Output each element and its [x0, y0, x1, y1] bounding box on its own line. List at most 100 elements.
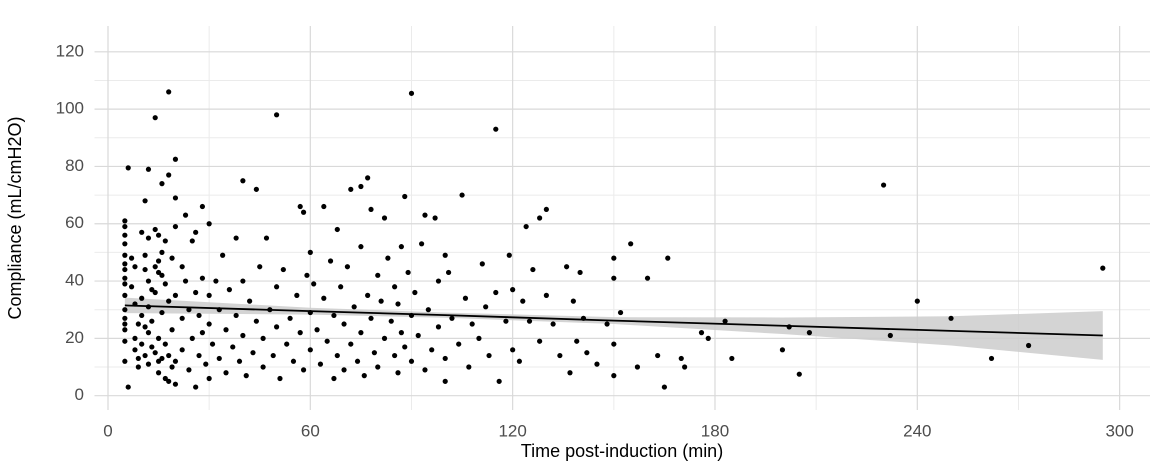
point [297, 330, 303, 336]
point [233, 235, 239, 241]
point [442, 252, 448, 258]
point [880, 182, 887, 188]
point [405, 269, 411, 276]
point [506, 252, 512, 258]
point [462, 295, 469, 301]
point [250, 350, 256, 356]
point [432, 215, 438, 221]
point [149, 318, 155, 324]
point [226, 287, 232, 293]
point [132, 347, 138, 353]
point [574, 338, 580, 344]
point [483, 304, 489, 310]
point [402, 193, 408, 200]
point [142, 266, 148, 273]
point [125, 384, 131, 390]
point [169, 255, 175, 261]
point [402, 344, 408, 350]
point [166, 298, 172, 304]
point [341, 321, 347, 327]
point [381, 215, 388, 221]
point [520, 298, 526, 304]
point [135, 364, 141, 370]
point [122, 232, 128, 238]
point [496, 378, 502, 384]
fit-line [124, 304, 1103, 337]
point [331, 312, 337, 319]
y-tick-label: 0 [75, 385, 84, 404]
y-axis-title: Compliance (mL/cmH2O) [5, 116, 25, 319]
point [206, 321, 212, 327]
point [209, 341, 216, 347]
point [584, 350, 590, 356]
point [145, 330, 152, 336]
point [186, 307, 192, 313]
point [466, 364, 472, 370]
point [503, 318, 509, 324]
point [122, 275, 128, 281]
point [435, 278, 442, 284]
point [142, 324, 148, 330]
point [159, 309, 165, 316]
point [914, 298, 920, 304]
point [240, 178, 246, 184]
point [398, 244, 404, 250]
point [203, 361, 209, 367]
point [526, 318, 533, 324]
point [172, 223, 179, 230]
x-tick-label: 240 [903, 421, 931, 440]
point [392, 284, 398, 290]
point [159, 272, 165, 278]
point [257, 264, 263, 270]
point [277, 375, 283, 382]
point [365, 175, 371, 181]
point [139, 229, 145, 235]
point [354, 358, 361, 364]
point [220, 252, 226, 258]
point [145, 278, 152, 284]
point [408, 90, 415, 96]
point [122, 358, 128, 364]
point [341, 367, 347, 373]
point [510, 347, 516, 353]
point [422, 367, 428, 373]
point [381, 335, 388, 341]
point [193, 384, 199, 390]
point [368, 206, 374, 213]
point [122, 315, 128, 321]
point [179, 315, 185, 321]
point [392, 352, 398, 359]
point [806, 330, 813, 336]
point [145, 166, 152, 172]
point [449, 315, 455, 321]
point [479, 261, 485, 267]
point [469, 321, 475, 327]
point [425, 307, 431, 313]
point [655, 352, 661, 359]
point [375, 364, 381, 370]
point [253, 186, 259, 192]
point [132, 264, 138, 270]
point [162, 238, 168, 244]
point [300, 209, 307, 215]
point [422, 212, 428, 218]
x-tick-label: 0 [103, 421, 112, 440]
point [122, 307, 128, 313]
point [557, 352, 563, 359]
point [537, 215, 543, 221]
point [236, 358, 243, 364]
point [273, 284, 280, 290]
point [351, 304, 357, 310]
point [300, 367, 307, 373]
point [311, 281, 317, 287]
point [240, 278, 246, 284]
point [155, 258, 162, 264]
point [344, 264, 351, 270]
point [287, 315, 293, 321]
point [530, 266, 536, 273]
point [567, 370, 573, 376]
point [247, 298, 253, 304]
point [166, 378, 172, 384]
point [243, 373, 249, 379]
point [223, 370, 229, 376]
